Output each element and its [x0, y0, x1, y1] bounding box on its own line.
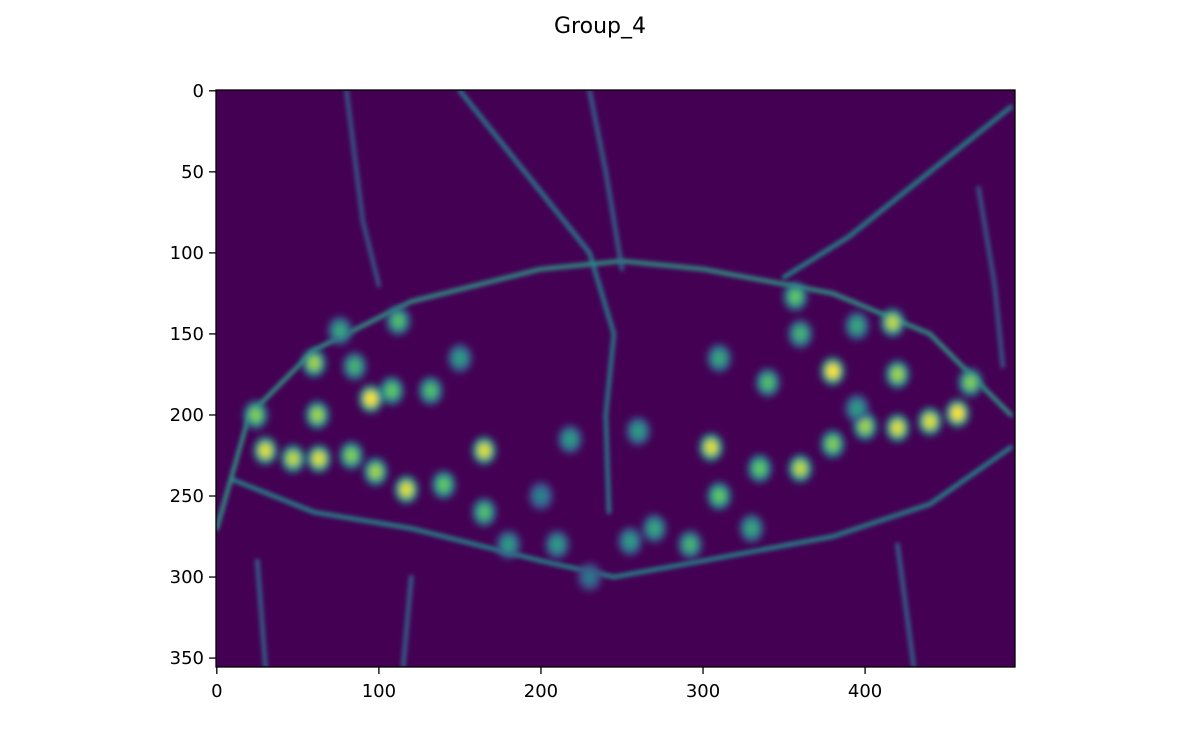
y-tick-label: 50	[181, 162, 204, 183]
heatmap-spot	[437, 477, 450, 492]
heatmap-ridge	[401, 575, 414, 667]
axes-frame	[215, 89, 1016, 668]
heatmap-spot	[891, 420, 904, 435]
x-tick-label: 200	[524, 681, 558, 702]
heatmap-spot	[311, 408, 324, 422]
heatmap-spot	[951, 406, 964, 421]
heatmap-spot	[478, 505, 491, 520]
x-tick-label: 300	[686, 681, 720, 702]
heatmap-spot	[502, 537, 515, 552]
heatmap-spot	[753, 461, 766, 476]
heatmap-spot	[826, 364, 839, 379]
heatmap-spot	[364, 391, 377, 406]
heatmap-bright-spots	[243, 282, 983, 591]
heatmap-spot	[369, 464, 382, 479]
heatmap-spot	[400, 482, 413, 497]
heatmap-spot	[859, 419, 872, 434]
heatmap-ridges	[216, 90, 1013, 667]
y-tick-label: 350	[170, 648, 204, 669]
heatmap-spot	[334, 323, 346, 338]
heatmap-ridge	[587, 90, 624, 272]
heatmap-spot	[478, 443, 491, 458]
heatmap-ridge	[782, 105, 1013, 280]
heatmap-spot	[851, 318, 863, 333]
x-tick-label: 0	[211, 681, 222, 702]
heatmap-ridge	[344, 90, 381, 288]
y-tick-label: 300	[170, 567, 204, 588]
y-axis: 0 50 100 150 200 250 300 350	[170, 81, 216, 669]
heatmap-spot	[851, 401, 863, 416]
heatmap-spot	[964, 375, 977, 390]
heatmap-spot	[583, 570, 596, 584]
chart-title: Group_4	[554, 14, 646, 39]
heatmap-spot	[684, 537, 697, 552]
heatmap-spot	[551, 537, 564, 552]
heatmap-spot	[632, 424, 645, 439]
heatmap-spot	[259, 443, 272, 458]
heatmap-spot	[891, 367, 904, 382]
heatmap-spot	[713, 489, 726, 503]
heatmap-spot	[249, 408, 262, 422]
x-tick-label: 100	[362, 681, 396, 702]
heatmap-spot	[923, 414, 936, 429]
heatmap-spot	[564, 432, 577, 447]
heatmap-spot	[308, 356, 321, 371]
heatmap-ridge	[895, 542, 916, 667]
heatmap-spot	[385, 383, 398, 398]
heatmap-spot	[705, 440, 718, 455]
y-tick-label: 100	[170, 243, 204, 264]
heatmap-ridge	[216, 259, 1013, 531]
heatmap-ridge	[255, 558, 268, 667]
heatmap-ridge	[231, 445, 1013, 579]
heatmap-ridge	[457, 90, 616, 515]
heatmap-spot	[761, 375, 774, 390]
heatmap-plot-area	[215, 89, 1016, 668]
x-tick-label: 400	[848, 681, 882, 702]
heatmap-spot	[312, 451, 325, 466]
heatmap-spot	[348, 359, 361, 374]
heatmap-spot	[392, 314, 405, 328]
heatmap-spot	[624, 534, 637, 549]
heatmap-spot	[713, 351, 726, 366]
heatmap-ridge	[976, 186, 1005, 369]
x-axis: 0 100 200 300 400	[211, 667, 882, 702]
heatmap-spot	[886, 315, 899, 330]
y-tick-label: 200	[170, 405, 204, 426]
y-tick-label: 250	[170, 486, 204, 507]
heatmap-spot	[794, 461, 807, 476]
heatmap-spot	[826, 437, 839, 452]
heatmap-spot	[345, 448, 358, 463]
heatmap-spot	[287, 451, 299, 466]
heatmap-spot	[534, 489, 547, 503]
y-tick-label: 0	[193, 81, 204, 102]
y-tick-label: 150	[170, 324, 204, 345]
heatmap-spot	[789, 289, 802, 304]
heatmap-spot	[794, 326, 807, 341]
heatmap-spot	[648, 521, 661, 536]
heatmap-spot	[745, 521, 758, 536]
heatmap-spot	[424, 383, 437, 398]
heatmap-spot	[453, 351, 466, 366]
